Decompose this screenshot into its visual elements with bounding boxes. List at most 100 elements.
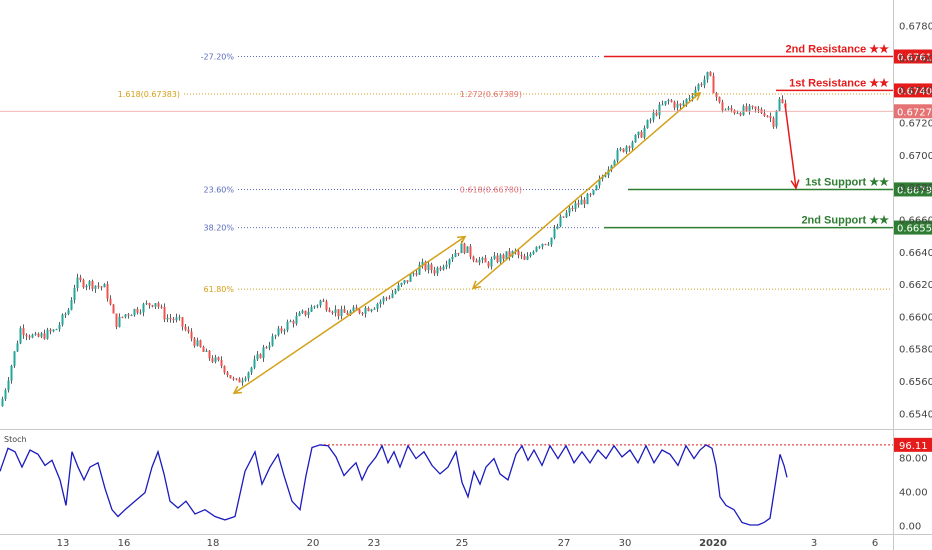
candle-body	[565, 212, 568, 218]
candle-body	[553, 228, 556, 238]
candle-body	[211, 358, 214, 362]
candle-body	[148, 303, 151, 306]
candle-body	[196, 340, 199, 346]
candle-body	[34, 333, 37, 335]
candle-body	[361, 313, 364, 315]
level-price-tag-text: 0.66556	[897, 224, 932, 235]
candle-body	[40, 333, 43, 337]
fib-label: -27.20%	[201, 53, 235, 62]
candle-body	[667, 100, 670, 102]
candle-body	[505, 251, 508, 260]
candle-body	[442, 266, 445, 270]
trendline	[472, 92, 701, 289]
candle-body	[130, 315, 133, 317]
candle-body	[382, 297, 385, 302]
time-tick-label: 20	[307, 538, 320, 549]
candle-body	[46, 329, 49, 339]
trendline-arrowhead	[471, 280, 481, 290]
time-tick-label: 13	[57, 538, 70, 549]
candle-body	[430, 264, 433, 271]
candle-body	[175, 317, 178, 321]
candle-body	[169, 317, 172, 320]
fibonacci-levels: -27.20% 1.618(0.67383) 1.272(0.67389) 23.60…	[118, 53, 890, 294]
candle-body	[637, 131, 640, 135]
candle-body	[418, 264, 421, 275]
candle-body	[574, 203, 577, 209]
candle-body	[646, 120, 649, 129]
candle-body	[193, 338, 196, 346]
candle-body	[415, 273, 418, 275]
candle-body	[664, 101, 667, 105]
candle-body	[703, 79, 706, 86]
candle-body	[586, 193, 589, 205]
candle-body	[43, 333, 46, 339]
trendlines	[232, 91, 702, 395]
candle-body	[604, 175, 607, 177]
candle-body	[670, 100, 673, 102]
candle-body	[49, 329, 52, 332]
trendline-arrowhead	[456, 235, 467, 245]
candle-body	[733, 110, 736, 114]
candle-body	[358, 309, 361, 314]
candle-body	[535, 246, 538, 252]
candle-body	[460, 243, 463, 254]
candle-body	[13, 351, 16, 366]
candle-body	[202, 346, 205, 352]
candle-body	[298, 312, 301, 316]
candle-body	[472, 256, 475, 261]
candle-body	[589, 193, 592, 195]
level-label: 1st Resistance ★★	[789, 77, 889, 89]
candle-body	[781, 99, 784, 104]
candle-body	[322, 300, 325, 302]
candle-body	[484, 257, 487, 263]
candle-body	[178, 317, 181, 319]
candle-body	[721, 102, 724, 111]
candle-body	[520, 255, 523, 257]
candle-body	[400, 283, 403, 286]
candle-body	[355, 307, 358, 310]
candle-body	[496, 255, 499, 263]
candle-body	[286, 321, 289, 331]
candle-body	[757, 108, 760, 110]
fib-label: 1.618(0.67383)	[118, 90, 180, 99]
candle-body	[82, 279, 85, 288]
candle-body	[526, 256, 529, 260]
price-pane	[0, 0, 893, 428]
candle-body	[160, 306, 163, 308]
candle-body	[31, 334, 34, 338]
current-price-tag	[894, 104, 932, 119]
candle-body	[688, 97, 691, 99]
candle-body	[28, 336, 31, 338]
time-axis-ticks: 13 16 18 20 23 25 27 30 2020 3 6	[57, 538, 879, 549]
candle-body	[478, 259, 481, 263]
time-tick-label: 2020	[699, 538, 727, 549]
candle-body	[274, 335, 277, 337]
candle-body	[616, 150, 619, 161]
candle-body	[433, 270, 436, 274]
candle-body	[547, 244, 550, 246]
candle-body	[271, 336, 274, 346]
candle-body	[265, 347, 268, 349]
time-tick-label: 25	[456, 538, 469, 549]
candle-body	[628, 146, 631, 148]
candle-body	[199, 340, 202, 347]
price-tick-label: 0.65400	[899, 409, 932, 420]
trendline-arrowhead	[692, 91, 702, 101]
candle-body	[223, 365, 226, 373]
candle-body	[229, 375, 232, 379]
candle-body	[538, 246, 541, 248]
candle-body	[466, 246, 469, 253]
candle-body	[343, 309, 346, 313]
candle-body	[139, 312, 142, 314]
candle-body	[739, 112, 742, 116]
candle-body	[127, 314, 130, 316]
level-price-tag	[894, 49, 932, 64]
